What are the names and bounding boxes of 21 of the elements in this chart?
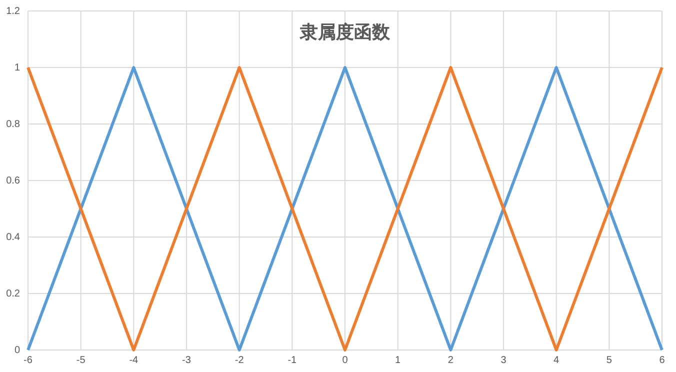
- x-tick-label: 5: [606, 355, 612, 366]
- y-tick-label: 0: [14, 345, 20, 356]
- y-tick-label: 1.2: [6, 6, 20, 18]
- y-tick-label: 0.4: [6, 232, 20, 244]
- x-tick-label: 0: [342, 355, 348, 366]
- y-tick-label: 0.8: [6, 119, 20, 130]
- x-tick-label: 1: [395, 355, 402, 366]
- x-tick-label: 3: [500, 355, 507, 366]
- y-tick-label: 0.6: [6, 176, 20, 187]
- x-tick-label: -5: [76, 355, 86, 366]
- x-tick-label: -1: [288, 355, 298, 366]
- x-tick-label: -3: [182, 355, 192, 366]
- y-tick-label: 1: [14, 62, 20, 74]
- x-tick-label: 4: [554, 355, 560, 366]
- x-tick-label: 6: [659, 355, 666, 366]
- y-tick-label: 0.2: [6, 288, 20, 300]
- x-tick-label: -6: [24, 355, 33, 366]
- x-tick-label: -4: [129, 355, 139, 366]
- text: 隶属度函数: [299, 22, 391, 43]
- x-tick-label: 2: [448, 355, 454, 366]
- x-tick-label: -2: [234, 355, 244, 366]
